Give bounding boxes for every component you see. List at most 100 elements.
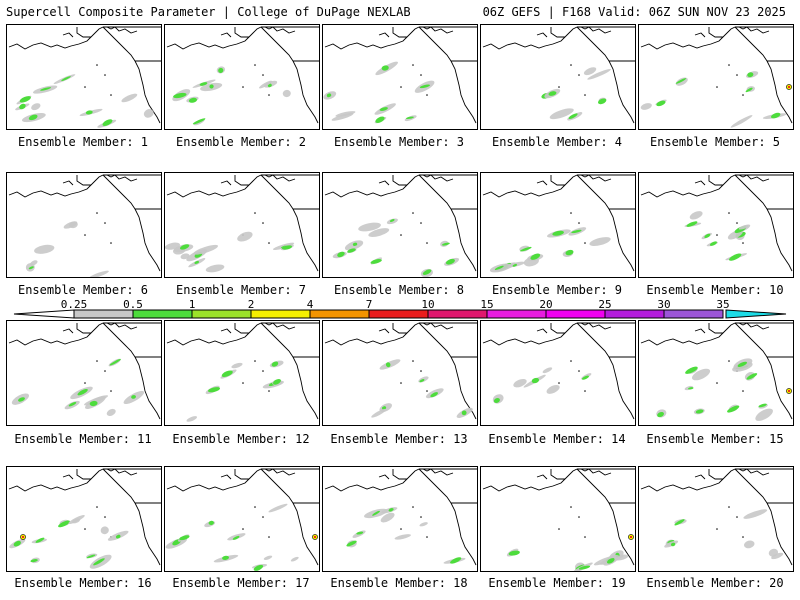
scp-contour-mid [86,554,96,559]
island [570,212,572,214]
scp-contour-mid [405,116,414,120]
scp-contour-mid [28,266,34,270]
ensemble-map-19 [480,466,636,572]
map-canvas [324,322,477,420]
map-canvas [482,26,635,124]
scp-contour-mid [578,565,591,570]
colorbar-tick-label: 0.25 [60,298,88,311]
colorbar-segment [486,309,547,319]
island [268,536,270,538]
island [104,222,106,224]
coastline [482,322,635,420]
island [104,516,106,518]
ensemble-map-1 [6,24,162,130]
island [420,74,422,76]
island [110,94,112,96]
island [254,64,256,66]
ensemble-map-20 [638,466,794,572]
scp-contour-mid [670,542,676,547]
member-label-17: Ensemble Member: 17 [172,576,310,590]
member-label-4: Ensemble Member: 4 [491,135,623,149]
island [426,390,428,392]
scp-contour-mid [19,103,26,110]
island [570,360,572,362]
island [420,222,422,224]
scp-contour-peak [787,389,791,393]
scp-contour-low [587,68,611,80]
island [400,382,402,384]
scp-contour-mid [281,245,293,250]
ensemble-map-18 [322,466,478,572]
island [254,360,256,362]
scp-contour-mid [709,241,717,246]
scp-contour-mid [370,259,382,264]
map-canvas [8,322,161,420]
scp-contour-low [755,408,773,421]
colorbar-tick-label: 35 [716,298,730,311]
colorbar-segment [250,309,311,319]
scp-contour-mid [194,261,199,264]
island [242,528,244,530]
scp-contour-mid [597,98,607,105]
island [736,516,738,518]
scp-contour-mid [375,116,385,123]
ensemble-map-12 [164,320,320,426]
island [84,382,86,384]
island [426,94,428,96]
coastline [482,174,635,272]
scp-contour-mid [109,358,121,366]
scp-contour-mid [85,110,93,115]
ensemble-map-13 [322,320,478,426]
member-label-9: Ensemble Member: 9 [491,283,623,297]
island [426,242,428,244]
scp-contour-low [121,93,138,103]
island [736,74,738,76]
map-canvas [166,26,319,126]
scp-contour-mid [494,265,504,270]
member-label-11: Ensemble Member: 11 [14,432,152,446]
scp-contour-mid [192,118,206,125]
island [262,516,264,518]
scp-contour-mid [704,233,711,239]
coastline [166,468,319,566]
map-canvas [165,468,319,571]
scp-contour-low [730,115,753,128]
scp-contour-low [743,509,768,519]
scp-contour-mid [430,392,439,398]
island [578,370,580,372]
scp-contour-mid [687,387,694,390]
scp-contour-mid [379,107,388,111]
map-canvas [482,322,635,420]
ensemble-map-7 [164,172,320,278]
scp-contour-low [331,112,354,121]
scp-contour-mid [221,370,233,378]
scp-contour-low [106,408,116,416]
scp-contour-mid [208,387,221,393]
island [96,506,98,508]
scp-contour-mid [520,246,532,252]
island [96,64,98,66]
island [400,234,402,236]
scp-contour-mid [552,230,564,236]
scp-contour-mid [747,72,754,78]
scp-contour-peak [21,535,25,539]
map-canvas [324,468,477,566]
scp-contour-low [100,526,109,535]
scp-contour-mid [745,87,753,93]
map-canvas [482,468,635,571]
colorbar-segment [73,309,134,319]
scp-contour-mid [102,119,113,126]
scp-contour-low [546,384,560,394]
scp-contour-low [371,408,387,418]
ensemble-map-15 [638,320,794,426]
island [110,390,112,392]
coastline [166,322,319,420]
colorbar [13,309,787,319]
coastline [8,322,161,420]
island [716,86,718,88]
scp-contour-low [63,221,78,229]
scp-contour-low [263,555,273,560]
island [262,370,264,372]
island [84,234,86,236]
scp-contour-mid [93,558,105,566]
